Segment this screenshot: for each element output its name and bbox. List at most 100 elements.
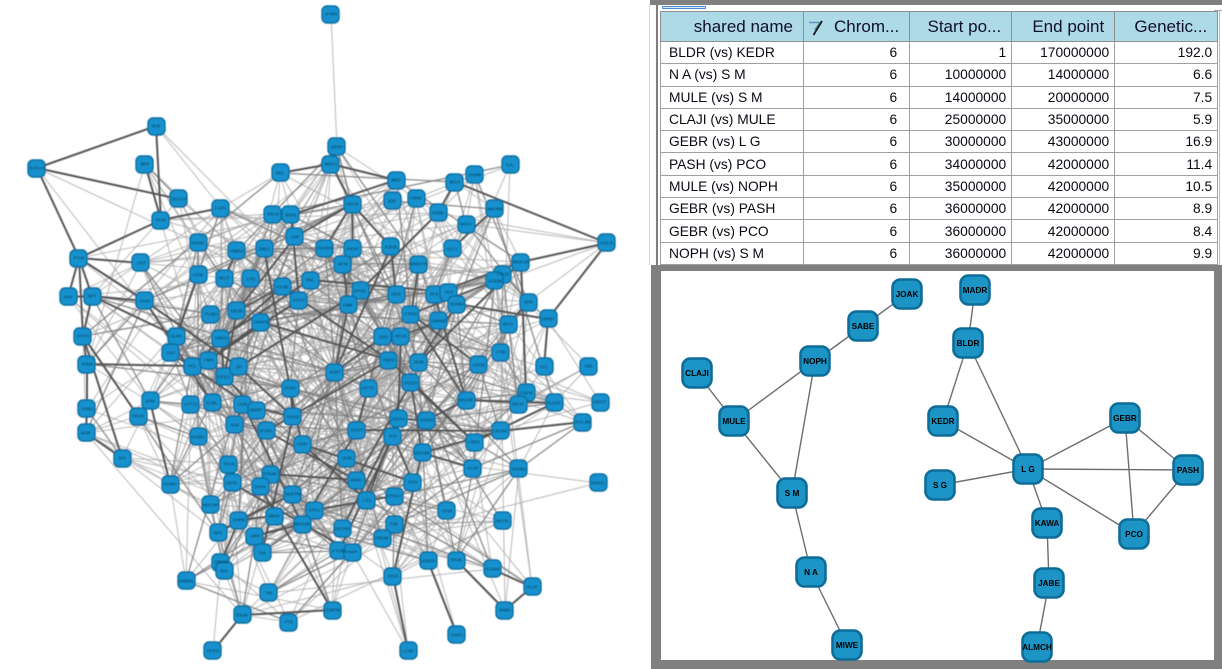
svg-text:OPPK: OPPK	[254, 485, 266, 490]
svg-text:DGCR: DGCR	[405, 381, 418, 386]
svg-text:KFPH: KFPH	[77, 334, 89, 339]
svg-text:MGFCR: MGFCR	[513, 260, 529, 265]
svg-text:HOCHR: HOCHR	[202, 503, 218, 508]
svg-text:NFT: NFT	[88, 294, 97, 299]
svg-text:ETRIO: ETRIO	[404, 312, 418, 317]
svg-text:PAMR: PAMR	[469, 173, 481, 178]
svg-text:HCL: HCL	[188, 364, 197, 369]
svg-text:AUJFE: AUJFE	[547, 401, 561, 406]
svg-text:CGFN: CGFN	[520, 391, 532, 396]
svg-text:OWWE: OWWE	[432, 319, 447, 324]
svg-text:IATTG: IATTG	[362, 386, 375, 391]
svg-text:NNRP: NNRP	[250, 408, 263, 413]
svg-text:ESU: ESU	[408, 480, 417, 485]
svg-text:JSEFH: JSEFH	[391, 417, 405, 422]
svg-text:HLE: HLE	[445, 290, 454, 295]
svg-text:WDIBL: WDIBL	[512, 467, 526, 472]
svg-text:UKF: UKF	[167, 351, 176, 356]
svg-text:TDNU: TDNU	[81, 407, 93, 412]
svg-text:UDBSK: UDBSK	[420, 559, 435, 564]
svg-text:RMAH: RMAH	[592, 481, 605, 486]
svg-text:SABE: SABE	[852, 322, 875, 331]
svg-text:UCB: UCB	[391, 292, 400, 297]
svg-text:BLDR: BLDR	[957, 339, 980, 348]
svg-text:TPUB: TPUB	[450, 558, 462, 563]
svg-text:ALWT: ALWT	[329, 370, 341, 375]
svg-text:PASH: PASH	[1177, 466, 1199, 475]
svg-text:OAHEK: OAHEK	[317, 246, 332, 251]
svg-text:BUTI: BUTI	[503, 322, 513, 327]
svg-text:EKHD: EKHD	[231, 309, 243, 314]
svg-text:EPSGJ: EPSGJ	[387, 494, 401, 499]
svg-text:EHRB: EHRB	[233, 518, 245, 523]
svg-text:S G: S G	[933, 481, 947, 490]
svg-text:TKAN: TKAN	[223, 462, 235, 467]
svg-text:NOPH: NOPH	[803, 357, 827, 366]
svg-text:LOUG: LOUG	[497, 272, 510, 277]
svg-text:JEWL: JEWL	[413, 360, 425, 365]
svg-text:MKDUE: MKDUE	[294, 522, 310, 527]
svg-text:HUEG: HUEG	[383, 358, 396, 363]
svg-text:HJJDM: HJJDM	[485, 567, 500, 572]
svg-text:SAE: SAE	[231, 423, 240, 428]
svg-text:OCG: OCG	[388, 574, 399, 579]
svg-text:L G: L G	[1021, 465, 1035, 474]
svg-text:FELN: FELN	[132, 414, 143, 419]
svg-text:GRR: GRR	[250, 534, 260, 539]
svg-text:LCNP: LCNP	[402, 649, 414, 654]
svg-text:OEOE: OEOE	[473, 363, 486, 368]
svg-text:SAP: SAP	[64, 295, 73, 300]
svg-text:PAPP: PAPP	[346, 550, 357, 555]
svg-text:OBKW: OBKW	[214, 560, 228, 565]
svg-text:EKOT: EKOT	[351, 428, 363, 433]
svg-text:S M: S M	[785, 489, 800, 498]
svg-text:HFCR: HFCR	[496, 519, 508, 524]
svg-text:OWBI: OWBI	[410, 196, 422, 201]
svg-text:ALUF: ALUF	[467, 466, 479, 471]
svg-text:FJJFL: FJJFL	[215, 206, 228, 211]
svg-text:SJL: SJL	[506, 163, 514, 168]
svg-text:REL: REL	[276, 171, 285, 176]
svg-text:IRNM: IRNM	[432, 211, 444, 216]
svg-text:USNFN: USNFN	[253, 320, 268, 325]
svg-text:AGGT: AGGT	[293, 298, 306, 303]
svg-text:ODWP: ODWP	[163, 482, 177, 487]
svg-text:NUFPN: NUFPN	[285, 492, 300, 497]
svg-text:PTE: PTE	[285, 620, 294, 625]
svg-text:KEDR: KEDR	[931, 417, 954, 426]
svg-text:FFL: FFL	[540, 365, 548, 370]
svg-text:NSBJ: NSBJ	[499, 608, 510, 613]
svg-text:JFI: JFI	[236, 365, 242, 370]
svg-text:MIRN: MIRN	[268, 514, 279, 519]
svg-text:SELP: SELP	[218, 276, 229, 281]
svg-text:KKLG: KKLG	[267, 212, 279, 217]
svg-text:UMFRM: UMFRM	[486, 207, 503, 212]
svg-text:EPOD: EPOD	[354, 289, 366, 294]
svg-text:OFW: OFW	[442, 509, 453, 514]
svg-text:UHBP: UHBP	[542, 317, 554, 322]
svg-text:CLAJI: CLAJI	[685, 369, 709, 378]
svg-text:NTSI: NTSI	[338, 262, 348, 267]
svg-text:ICUW: ICUW	[276, 285, 289, 290]
svg-text:UDB: UDB	[523, 300, 532, 305]
svg-text:JTMJ: JTMJ	[496, 350, 507, 355]
svg-text:MULE: MULE	[722, 417, 746, 426]
svg-text:AIMF: AIMF	[343, 303, 354, 308]
svg-text:DRRP: DRRP	[331, 145, 344, 150]
svg-text:HNMNL: HNMNL	[178, 579, 194, 584]
svg-text:GKL: GKL	[585, 364, 594, 369]
svg-text:TOE: TOE	[390, 522, 399, 527]
svg-text:SGMU: SGMU	[450, 302, 463, 307]
svg-text:POUD: POUD	[287, 415, 300, 420]
svg-text:SFS: SFS	[430, 292, 439, 297]
svg-text:JSIO: JSIO	[378, 335, 388, 340]
svg-text:HDCB: HDCB	[346, 202, 359, 207]
svg-text:TNL: TNL	[265, 591, 274, 596]
svg-text:HNKU: HNKU	[215, 336, 227, 341]
svg-text:BELR: BELR	[512, 402, 523, 407]
svg-text:IADEN: IADEN	[420, 418, 433, 423]
svg-text:KOLJW: KOLJW	[575, 420, 591, 425]
svg-text:WOUM: WOUM	[415, 451, 430, 456]
svg-text:MIWE: MIWE	[836, 641, 859, 650]
svg-text:GEBR: GEBR	[1113, 414, 1137, 423]
